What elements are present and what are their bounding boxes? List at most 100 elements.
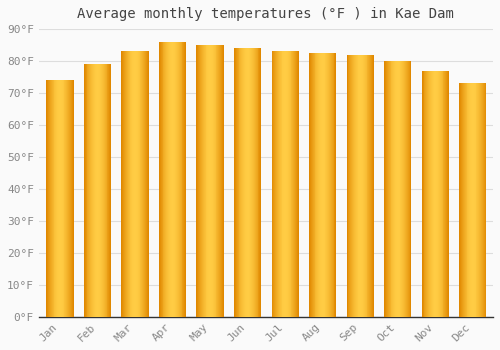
Bar [206,45,208,317]
Bar [329,53,330,317]
Bar [474,83,476,317]
Bar [179,42,180,317]
Bar [447,71,448,317]
Bar [242,48,243,317]
Bar [142,51,143,317]
Bar [254,48,255,317]
Bar [98,64,100,317]
Bar [482,83,483,317]
Bar [348,55,350,317]
Bar [326,53,327,317]
Bar [285,51,286,317]
Bar [125,51,126,317]
Bar [185,42,186,317]
Bar [406,61,407,317]
Bar [402,61,403,317]
Bar [218,45,219,317]
Bar [404,61,405,317]
Bar [61,80,62,317]
Bar [133,51,134,317]
Bar [484,83,486,317]
Bar [236,48,238,317]
Bar [92,64,93,317]
Bar [360,55,361,317]
Bar [316,53,318,317]
Bar [100,64,101,317]
Bar [330,53,331,317]
Bar [164,42,166,317]
Bar [297,51,298,317]
Bar [143,51,144,317]
Bar [322,53,324,317]
Bar [287,51,288,317]
Bar [96,64,98,317]
Bar [51,80,52,317]
Bar [58,80,59,317]
Bar [54,80,56,317]
Bar [400,61,402,317]
Bar [294,51,295,317]
Bar [180,42,182,317]
Bar [235,48,236,317]
Bar [397,61,398,317]
Bar [292,51,294,317]
Bar [209,45,210,317]
Bar [146,51,147,317]
Bar [468,83,469,317]
Bar [220,45,221,317]
Bar [471,83,472,317]
Bar [351,55,352,317]
Bar [472,83,473,317]
Bar [334,53,336,317]
Bar [275,51,276,317]
Bar [169,42,170,317]
Bar [463,83,464,317]
Bar [135,51,136,317]
Bar [106,64,108,317]
Bar [395,61,396,317]
Bar [134,51,135,317]
Bar [390,61,392,317]
Bar [223,45,224,317]
Bar [361,55,362,317]
Bar [466,83,468,317]
Bar [331,53,332,317]
Bar [355,55,356,317]
Bar [138,51,140,317]
Bar [436,71,437,317]
Bar [319,53,320,317]
Bar [172,42,174,317]
Bar [69,80,70,317]
Bar [136,51,137,317]
Bar [440,71,441,317]
Bar [56,80,57,317]
Bar [437,71,438,317]
Bar [328,53,329,317]
Bar [363,55,364,317]
Bar [70,80,71,317]
Bar [94,64,96,317]
Bar [62,80,64,317]
Bar [128,51,130,317]
Bar [68,80,69,317]
Bar [60,80,61,317]
Bar [332,53,334,317]
Bar [470,83,471,317]
Bar [430,71,431,317]
Bar [85,64,86,317]
Bar [438,71,439,317]
Bar [320,53,321,317]
Bar [202,45,203,317]
Bar [50,80,51,317]
Bar [327,53,328,317]
Bar [279,51,280,317]
Bar [462,83,463,317]
Bar [260,48,261,317]
Bar [258,48,260,317]
Bar [216,45,218,317]
Bar [372,55,373,317]
Bar [212,45,213,317]
Bar [210,45,211,317]
Bar [198,45,199,317]
Bar [286,51,287,317]
